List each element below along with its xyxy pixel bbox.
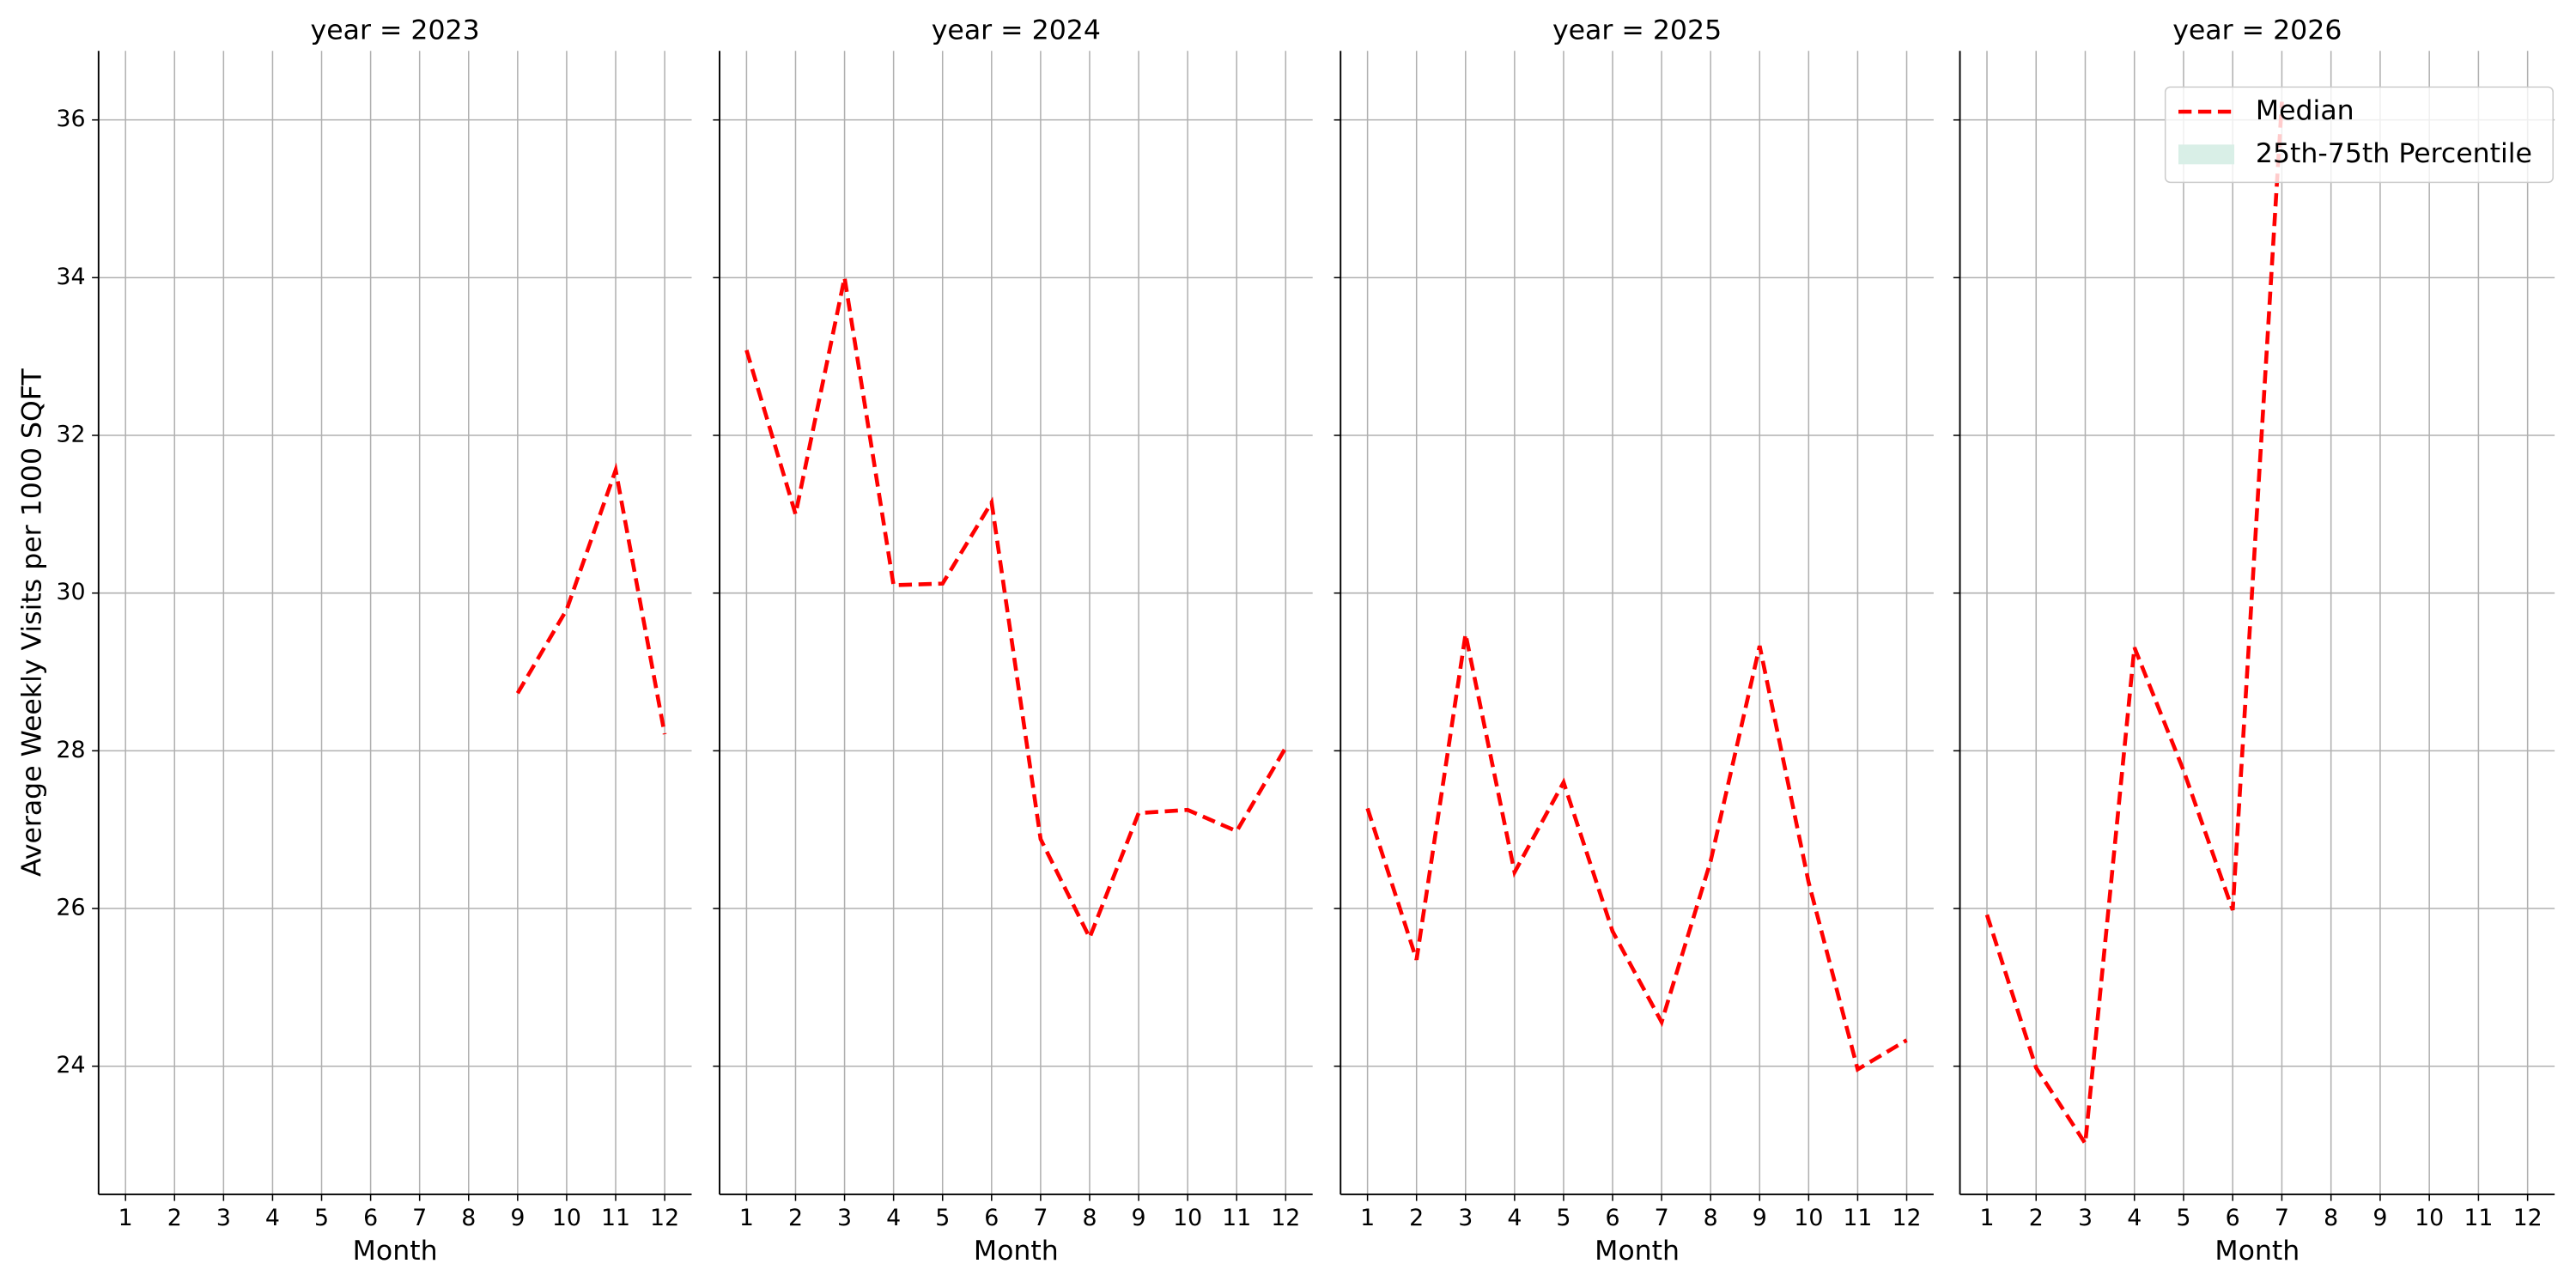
legend-label: 25th-75th Percentile [2256, 138, 2532, 169]
x-tick-label: 6 [363, 1205, 378, 1231]
x-tick-label: 1 [1979, 1205, 1994, 1231]
x-tick-label: 12 [1892, 1205, 1921, 1231]
x-tick-label: 4 [886, 1205, 901, 1231]
x-tick-label: 3 [216, 1205, 231, 1231]
y-tick-label: 34 [56, 264, 85, 290]
x-tick-label: 6 [984, 1205, 999, 1231]
median-line [515, 462, 667, 735]
y-tick-label: 30 [56, 579, 85, 605]
y-tick-label: 32 [56, 422, 85, 448]
x-tick-label: 12 [650, 1205, 679, 1231]
y-tick-label: 28 [56, 737, 85, 763]
y-axis-label: Average Weekly Visits per 1000 SQFT [16, 368, 47, 877]
x-tick-label: 1 [1360, 1205, 1375, 1231]
x-tick-label: 10 [1794, 1205, 1823, 1231]
x-tick-label: 7 [1655, 1205, 1669, 1231]
x-tick-label: 11 [2464, 1205, 2493, 1231]
x-tick-label: 7 [2275, 1205, 2289, 1231]
x-tick-label: 11 [1843, 1205, 1872, 1231]
x-tick-label: 2 [2029, 1205, 2044, 1231]
panel-title: year = 2026 [2172, 15, 2342, 46]
panel-title: year = 2025 [1552, 15, 1722, 46]
legend-swatch [2178, 144, 2235, 165]
x-tick-label: 1 [118, 1205, 133, 1231]
x-tick-label: 3 [1458, 1205, 1473, 1231]
x-axis-label: Month [974, 1236, 1059, 1267]
x-tick-label: 5 [2176, 1205, 2190, 1231]
x-tick-label: 11 [601, 1205, 630, 1231]
legend-label: Median [2256, 95, 2354, 126]
x-tick-label: 3 [837, 1205, 852, 1231]
x-axis-label: Month [2215, 1236, 2300, 1267]
x-tick-label: 11 [1222, 1205, 1251, 1231]
x-tick-label: 8 [1704, 1205, 1718, 1231]
x-tick-label: 7 [1033, 1205, 1048, 1231]
x-tick-label: 9 [1132, 1205, 1146, 1231]
x-axis-label: Month [353, 1236, 438, 1267]
x-tick-label: 4 [1507, 1205, 1522, 1231]
x-tick-label: 4 [265, 1205, 280, 1231]
x-tick-label: 2 [167, 1205, 182, 1231]
x-tick-label: 9 [510, 1205, 525, 1231]
y-tick-label: 26 [56, 895, 85, 921]
median-line [1984, 101, 2284, 1150]
median-line [744, 276, 1288, 943]
x-tick-label: 9 [1753, 1205, 1767, 1231]
x-tick-label: 8 [2324, 1205, 2338, 1231]
y-tick-label: 24 [56, 1052, 85, 1078]
y-tick-label: 36 [56, 106, 85, 132]
x-tick-label: 8 [1082, 1205, 1097, 1231]
legend-box [2164, 86, 2554, 184]
x-tick-label: 4 [2127, 1205, 2142, 1231]
legend: Median 25th-75th Percentile [2164, 86, 2554, 184]
x-tick-label: 6 [2226, 1205, 2240, 1231]
x-tick-label: 5 [935, 1205, 950, 1231]
x-tick-label: 10 [1173, 1205, 1202, 1231]
x-tick-label: 2 [1409, 1205, 1424, 1231]
median-line [1365, 633, 1908, 1072]
panel-title: year = 2024 [932, 15, 1101, 46]
x-tick-label: 1 [739, 1205, 754, 1231]
x-tick-label: 2 [788, 1205, 803, 1231]
x-tick-label: 8 [461, 1205, 476, 1231]
x-tick-label: 3 [2078, 1205, 2093, 1231]
x-tick-label: 10 [552, 1205, 581, 1231]
x-tick-label: 6 [1606, 1205, 1620, 1231]
x-tick-label: 7 [412, 1205, 427, 1231]
x-tick-label: 12 [1271, 1205, 1300, 1231]
x-tick-label: 10 [2415, 1205, 2444, 1231]
x-tick-label: 5 [1556, 1205, 1571, 1231]
x-axis-label: Month [1595, 1236, 1680, 1267]
x-tick-label: 5 [314, 1205, 329, 1231]
x-tick-label: 12 [2513, 1205, 2543, 1231]
x-tick-label: 9 [2372, 1205, 2387, 1231]
panel-title: year = 2023 [311, 15, 480, 46]
